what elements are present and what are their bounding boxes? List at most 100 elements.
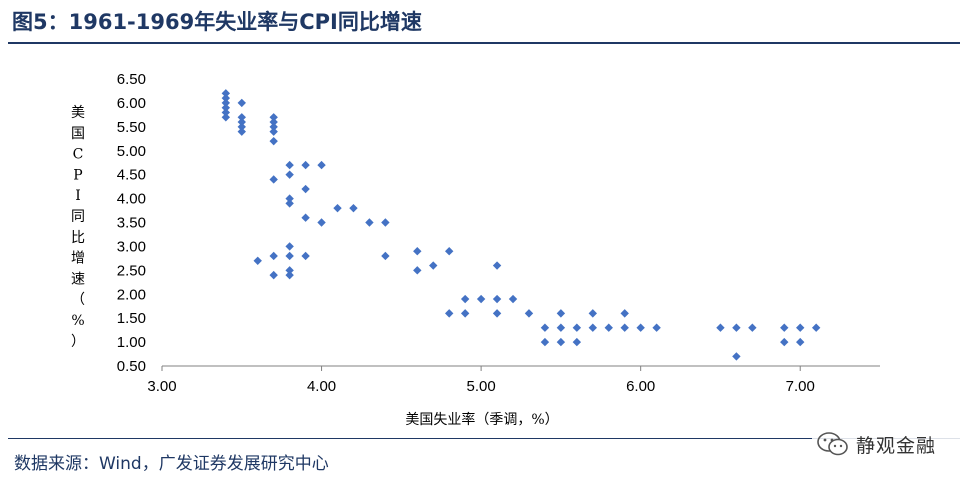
data-points xyxy=(221,89,821,361)
data-point xyxy=(269,270,278,280)
data-point xyxy=(237,113,246,122)
title-rule xyxy=(8,42,960,44)
y-tick-label: 1.50 xyxy=(117,310,146,327)
data-point xyxy=(301,160,310,170)
y-tick-label: 2.00 xyxy=(117,286,146,303)
data-point xyxy=(460,309,470,318)
y-axis-title-char: I xyxy=(75,188,81,204)
data-point xyxy=(269,136,278,146)
y-axis-ticks: 0.50 1.00 1.50 2.00 2.50 3.00 3.50 4.00 4.50 5.00… xyxy=(117,71,146,375)
source-note: 数据来源：Wind，广发证券发展研究中心 xyxy=(14,454,329,474)
y-axis-title-char: ） xyxy=(71,334,85,350)
data-point xyxy=(780,323,789,332)
data-point xyxy=(716,323,725,332)
data-point xyxy=(221,98,231,108)
data-point xyxy=(524,309,534,318)
data-point xyxy=(413,266,422,275)
data-point xyxy=(221,93,231,103)
data-point xyxy=(285,266,294,275)
data-point xyxy=(381,251,390,261)
y-tick-label: 3.50 xyxy=(117,215,146,232)
data-point xyxy=(556,337,566,347)
y-tick-label: 5.50 xyxy=(117,119,146,136)
data-point xyxy=(237,127,246,136)
data-point xyxy=(285,270,294,280)
y-tick-label: 6.00 xyxy=(117,95,146,112)
data-point xyxy=(588,309,597,318)
data-point xyxy=(333,203,342,213)
data-point xyxy=(301,184,310,194)
y-axis-title-char: 同 xyxy=(71,209,85,225)
data-point xyxy=(221,89,231,98)
data-point xyxy=(460,294,470,304)
y-tick-label: 3.00 xyxy=(117,238,146,255)
data-point xyxy=(301,251,310,261)
x-tick-label: 4.00 xyxy=(307,378,336,395)
data-point xyxy=(269,122,278,132)
data-point xyxy=(221,113,231,122)
y-tick-label: 2.50 xyxy=(117,262,146,279)
y-axis-title-char: % xyxy=(71,313,84,329)
data-point xyxy=(492,309,502,318)
data-point xyxy=(317,160,326,170)
y-tick-label: 4.00 xyxy=(117,191,146,208)
data-point xyxy=(269,113,278,122)
y-axis-title-char: 增 xyxy=(71,251,85,267)
data-point xyxy=(492,294,502,304)
data-point xyxy=(221,103,231,112)
data-point xyxy=(620,309,629,318)
data-point xyxy=(572,323,582,332)
y-tick-label: 1.00 xyxy=(117,334,146,351)
y-axis-title-char: 国 xyxy=(71,126,85,142)
figure-title: 图5：1961-1969年失业率与CPI同比增速 xyxy=(12,10,422,34)
wechat-icon xyxy=(817,432,848,456)
data-point xyxy=(237,122,246,132)
data-point xyxy=(285,199,294,208)
data-point xyxy=(811,323,821,332)
data-point xyxy=(732,352,741,361)
data-point xyxy=(636,323,645,332)
data-point xyxy=(365,218,374,227)
data-point xyxy=(285,170,294,179)
data-point xyxy=(540,337,550,347)
data-point xyxy=(317,218,326,227)
data-point xyxy=(269,127,278,136)
data-point xyxy=(429,261,438,270)
data-point xyxy=(588,323,597,332)
data-point xyxy=(748,323,757,332)
data-point xyxy=(253,256,262,265)
data-point xyxy=(221,108,231,117)
y-axis-title-char: 比 xyxy=(71,230,85,246)
data-point xyxy=(492,261,502,270)
data-point xyxy=(796,337,805,347)
y-axis-title-char: C xyxy=(73,147,84,163)
y-axis-title-char: P xyxy=(73,167,82,183)
x-tick-label: 5.00 xyxy=(467,378,496,395)
data-point xyxy=(285,194,294,203)
data-point xyxy=(301,213,310,222)
y-axis-title-char: 美 xyxy=(71,105,85,121)
data-point xyxy=(269,117,278,127)
scatter-chart: 0.50 1.00 1.50 2.00 2.50 3.00 3.50 4.00 4.50 5.00… xyxy=(71,71,880,428)
y-tick-label: 5.00 xyxy=(117,143,146,160)
y-tick-label: 0.50 xyxy=(117,358,146,375)
x-tick-label: 3.00 xyxy=(147,378,176,395)
x-tick-label: 7.00 xyxy=(786,378,815,395)
x-axis-ticks: 3.00 4.00 5.00 6.00 7.00 xyxy=(147,366,815,395)
y-axis-title-char: 速 xyxy=(71,271,85,287)
data-point xyxy=(652,323,661,332)
data-point xyxy=(604,323,613,332)
x-axis-title: 美国失业率（季调，%） xyxy=(405,411,558,428)
data-point xyxy=(556,309,566,318)
data-point xyxy=(476,294,486,304)
y-tick-label: 4.50 xyxy=(117,167,146,184)
data-point xyxy=(556,323,566,332)
data-point xyxy=(285,160,294,170)
data-point xyxy=(572,337,582,347)
watermark: 静观金融 xyxy=(812,426,960,462)
data-point xyxy=(780,337,789,347)
data-point xyxy=(285,242,294,251)
data-point xyxy=(349,203,358,213)
footer-rule xyxy=(8,438,960,439)
